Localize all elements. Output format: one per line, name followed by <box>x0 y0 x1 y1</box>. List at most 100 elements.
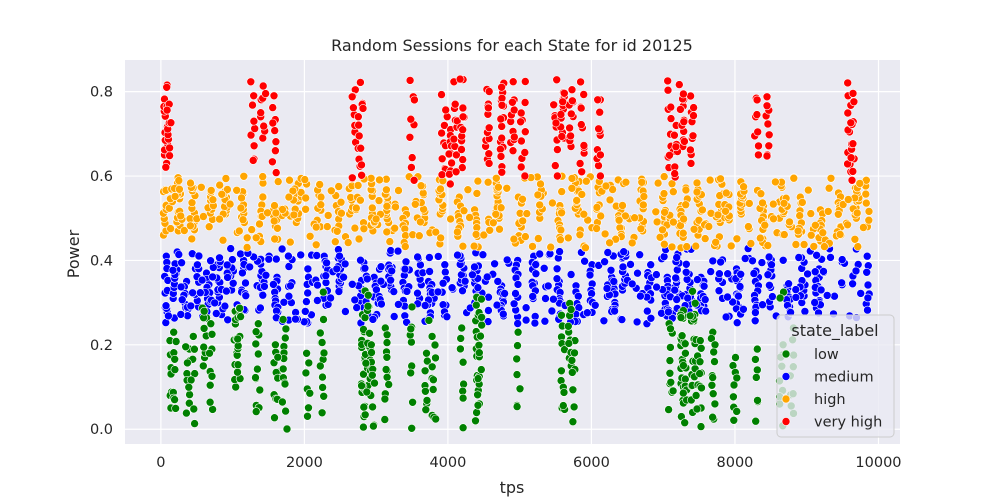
data-point <box>193 260 202 270</box>
data-point <box>753 396 762 405</box>
data-point <box>670 169 680 178</box>
data-point <box>585 270 595 280</box>
data-point <box>729 415 739 425</box>
data-point <box>380 394 390 404</box>
x-tick-label: 4000 <box>429 455 466 471</box>
data-point <box>513 327 523 337</box>
data-point <box>407 163 416 172</box>
data-point <box>228 255 237 264</box>
data-point <box>402 287 412 296</box>
data-point <box>670 285 680 295</box>
data-point <box>567 184 577 193</box>
data-point <box>513 280 523 289</box>
data-point <box>249 141 259 151</box>
data-point <box>237 193 246 203</box>
data-point <box>352 303 362 312</box>
data-point <box>406 324 416 334</box>
data-point <box>425 253 434 262</box>
data-point <box>477 312 486 322</box>
data-point <box>382 338 392 347</box>
data-point <box>621 177 631 187</box>
data-point <box>636 291 645 301</box>
data-point <box>846 153 856 162</box>
data-point <box>668 187 678 196</box>
data-point <box>708 389 718 399</box>
data-point <box>862 267 872 277</box>
data-point <box>458 393 468 403</box>
data-point <box>850 235 860 244</box>
data-point <box>822 291 832 300</box>
data-point <box>400 242 410 251</box>
data-point <box>278 397 287 407</box>
data-point <box>520 171 530 181</box>
data-point <box>664 307 673 317</box>
data-point <box>567 85 577 94</box>
data-point <box>711 238 721 247</box>
data-point <box>362 274 372 284</box>
data-point <box>812 251 821 260</box>
data-point <box>569 402 579 412</box>
data-point <box>683 293 693 303</box>
data-point <box>226 244 235 253</box>
data-point <box>820 242 829 251</box>
data-point <box>424 316 434 325</box>
data-point <box>389 287 399 296</box>
data-point <box>681 259 691 269</box>
data-point <box>678 228 688 238</box>
data-point <box>806 209 816 218</box>
data-point <box>206 186 216 195</box>
data-point <box>512 354 522 364</box>
data-point <box>253 319 263 329</box>
data-point <box>169 327 178 337</box>
data-point <box>864 215 874 225</box>
data-point <box>708 256 718 266</box>
data-point <box>576 120 586 129</box>
data-point <box>422 396 432 405</box>
data-point <box>564 339 574 348</box>
data-point <box>835 230 845 239</box>
data-point <box>425 267 434 276</box>
data-point <box>521 232 530 241</box>
data-point <box>363 301 373 311</box>
data-point <box>212 309 221 318</box>
data-point <box>326 293 335 303</box>
data-point <box>251 339 261 349</box>
data-point <box>723 292 732 302</box>
data-point <box>457 323 467 333</box>
data-point <box>764 130 774 140</box>
data-point <box>536 179 545 189</box>
data-point <box>681 348 690 358</box>
data-point <box>732 318 742 328</box>
data-point <box>546 242 556 252</box>
data-point <box>600 257 609 267</box>
data-point <box>367 348 376 357</box>
data-point <box>497 83 506 92</box>
data-point <box>382 330 392 340</box>
data-point <box>754 150 763 160</box>
data-point <box>208 195 218 204</box>
data-point <box>609 277 619 286</box>
data-point <box>205 380 215 390</box>
data-point <box>695 369 704 378</box>
y-tick-label: 0.0 <box>90 422 113 438</box>
data-point <box>795 211 805 220</box>
data-point <box>350 295 360 305</box>
data-point <box>484 103 493 113</box>
legend-marker <box>781 394 791 404</box>
data-point <box>861 198 871 208</box>
data-point <box>515 384 525 394</box>
series-high <box>159 171 874 253</box>
data-point <box>296 250 306 260</box>
data-point <box>751 373 761 382</box>
data-point <box>512 402 522 411</box>
data-point <box>767 260 776 270</box>
data-point <box>748 256 757 266</box>
data-point <box>843 78 853 88</box>
data-point <box>437 170 447 179</box>
data-point <box>659 239 669 249</box>
data-point <box>533 190 543 200</box>
x-ticks: 0 2000 4000 6000 8000 10000 <box>156 455 901 471</box>
data-point <box>691 241 701 251</box>
data-point <box>460 276 470 286</box>
data-point <box>496 144 505 154</box>
